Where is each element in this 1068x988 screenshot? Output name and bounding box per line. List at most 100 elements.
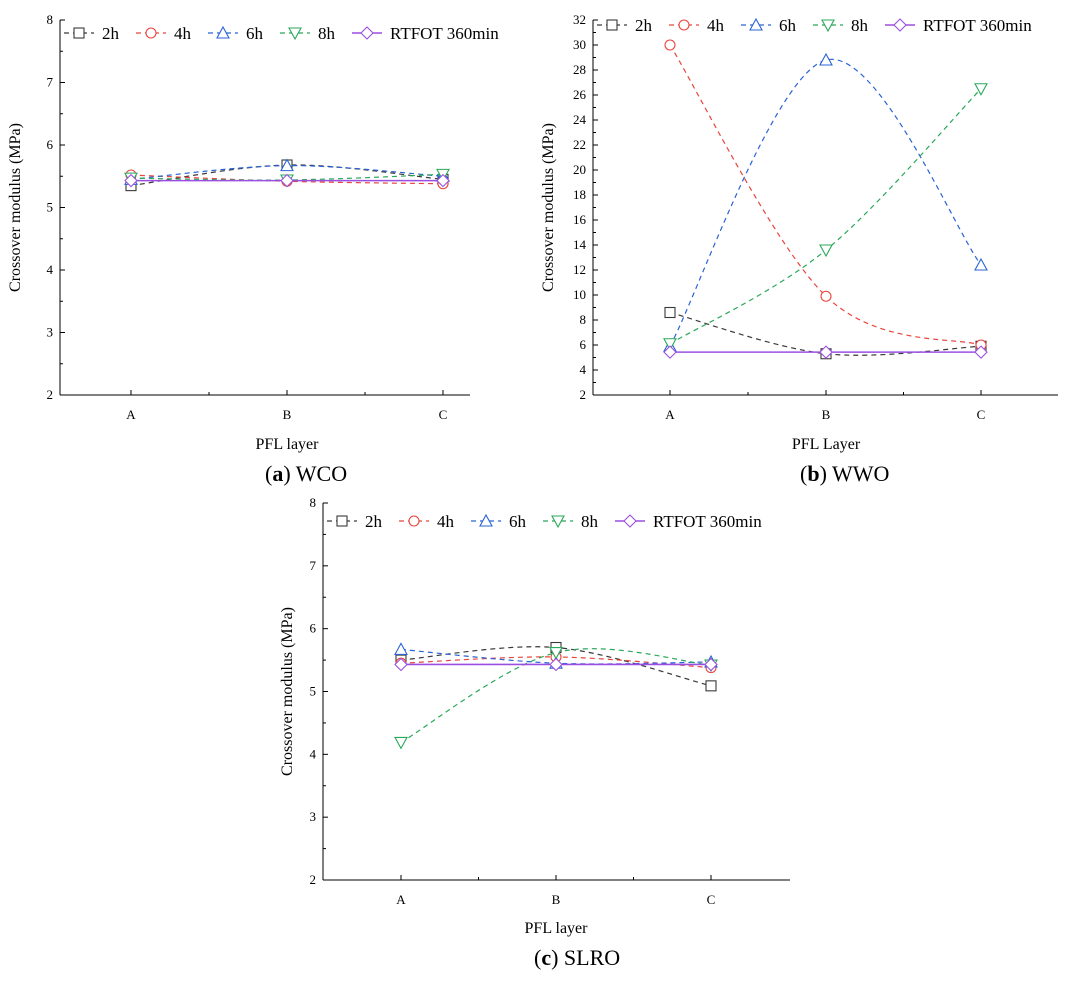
y-tick-label: 10 bbox=[573, 287, 586, 302]
chart-panel-c: 2 3 4 5 6 7 8 A B C Crossover modulus (MPa) PFL lay… bbox=[279, 495, 790, 970]
caption-title: WWO bbox=[832, 461, 889, 486]
x-tick-label: B bbox=[283, 407, 292, 422]
legend-label: 8h bbox=[318, 24, 336, 43]
legend-label: 2h bbox=[102, 24, 120, 43]
series-line-4h bbox=[669, 44, 982, 346]
legend-marker bbox=[479, 513, 493, 527]
legend-item-8h: 8h bbox=[813, 16, 869, 35]
legend-marker bbox=[821, 19, 835, 33]
y-tick-label: 5 bbox=[310, 684, 317, 699]
legend-item-4h: 4h bbox=[136, 24, 192, 43]
data-point-8h bbox=[974, 83, 988, 96]
legend-item-rtfot-360min: RTFOT 360min bbox=[885, 16, 1032, 35]
data-point-2h bbox=[705, 680, 717, 692]
legend-marker bbox=[551, 515, 565, 529]
x-tick-label: C bbox=[439, 407, 448, 422]
legend-label: RTFOT 360min bbox=[390, 24, 499, 43]
data-point-rtfot-360min bbox=[394, 657, 408, 672]
data-point-rtfot-360min bbox=[819, 345, 833, 359]
y-tick-label: 30 bbox=[573, 37, 586, 52]
y-tick-label: 24 bbox=[573, 112, 587, 127]
y-tick-label: 28 bbox=[573, 62, 586, 77]
legend-label: 2h bbox=[635, 16, 653, 35]
y-tick-label: 2 bbox=[310, 872, 317, 887]
y-tick-label: 7 bbox=[310, 558, 317, 573]
legend-marker bbox=[678, 19, 690, 31]
legend-label: 4h bbox=[437, 512, 455, 531]
legend-label: 6h bbox=[509, 512, 527, 531]
y-tick-label: 20 bbox=[573, 162, 586, 177]
x-tick-label: A bbox=[396, 892, 406, 907]
x-axis-title: PFL layer bbox=[256, 436, 320, 453]
panel-caption: (b) WWO bbox=[800, 461, 889, 486]
data-point-rtfot-360min bbox=[280, 173, 294, 188]
y-tick-label: 4 bbox=[310, 746, 317, 761]
data-point-6h bbox=[394, 642, 408, 655]
legend-item-4h: 4h bbox=[669, 16, 725, 35]
y-tick-label: 26 bbox=[573, 87, 587, 102]
y-tick-label: 8 bbox=[580, 312, 587, 327]
data-point-rtfot-360min bbox=[436, 173, 450, 188]
legend-item-rtfot-360min: RTFOT 360min bbox=[352, 24, 499, 43]
legend-item-2h: 2h bbox=[597, 16, 653, 35]
y-tick-label: 4 bbox=[47, 262, 54, 277]
data-point-rtfot-360min bbox=[974, 345, 988, 359]
x-tick-label: A bbox=[126, 407, 136, 422]
x-tick-label: C bbox=[977, 407, 986, 422]
legend-marker bbox=[73, 27, 85, 39]
y-tick-label: 12 bbox=[573, 262, 586, 277]
legend-marker bbox=[145, 27, 157, 39]
legend-label: 2h bbox=[365, 512, 383, 531]
y-tick-label: 2 bbox=[580, 387, 587, 402]
legend-label: 4h bbox=[174, 24, 192, 43]
data-point-rtfot-360min bbox=[663, 345, 677, 359]
legend-item-8h: 8h bbox=[543, 512, 599, 531]
y-axis-title: Crossover modulus (MPa) bbox=[279, 607, 296, 776]
data-point-8h bbox=[394, 736, 408, 750]
legend-label: 6h bbox=[779, 16, 797, 35]
panel-caption: (c) SLRO bbox=[534, 945, 620, 970]
data-point-8h bbox=[663, 338, 677, 351]
data-point-8h bbox=[549, 646, 563, 660]
panel-caption: (a) WCO bbox=[265, 461, 347, 486]
legend-label: 8h bbox=[851, 16, 869, 35]
legend-label: 4h bbox=[707, 16, 725, 35]
legend-item-6h: 6h bbox=[208, 24, 264, 43]
legend-item-rtfot-360min: RTFOT 360min bbox=[615, 512, 762, 531]
y-tick-label: 5 bbox=[47, 200, 54, 215]
legend-item-6h: 6h bbox=[471, 512, 527, 531]
caption-letter: b bbox=[807, 461, 819, 486]
series-line-2h bbox=[669, 311, 982, 356]
x-axis-title: PFL layer bbox=[525, 920, 589, 937]
chart-panel-a: 2 3 4 5 6 7 8 A B C Crossover modulus (MPa) PFL lay… bbox=[7, 12, 499, 486]
caption-title: SLRO bbox=[564, 945, 620, 970]
legend-marker bbox=[623, 514, 637, 528]
legend-item-2h: 2h bbox=[64, 24, 120, 43]
y-tick-label: 8 bbox=[47, 12, 54, 27]
legend-marker bbox=[749, 17, 763, 31]
series-line-8h bbox=[669, 88, 982, 345]
y-axis-title: Crossover modulus (MPa) bbox=[7, 123, 24, 292]
y-tick-label: 14 bbox=[573, 237, 587, 252]
x-tick-label: C bbox=[707, 892, 716, 907]
y-tick-label: 22 bbox=[573, 137, 586, 152]
data-point-rtfot-360min bbox=[124, 173, 138, 188]
data-point-4h bbox=[820, 290, 832, 302]
legend-label: 8h bbox=[581, 512, 599, 531]
y-axis-title: Crossover modulus (MPa) bbox=[540, 123, 557, 292]
legend-label: RTFOT 360min bbox=[653, 512, 762, 531]
legend-marker bbox=[288, 27, 302, 41]
y-tick-label: 3 bbox=[310, 809, 317, 824]
series-line-8h bbox=[400, 648, 712, 743]
y-tick-label: 32 bbox=[573, 12, 586, 27]
legend-item-4h: 4h bbox=[399, 512, 455, 531]
legend-marker bbox=[360, 26, 374, 40]
caption-letter: a bbox=[272, 461, 283, 486]
data-point-rtfot-360min bbox=[704, 657, 718, 672]
legend-label: 6h bbox=[246, 24, 264, 43]
y-tick-label: 16 bbox=[573, 212, 587, 227]
data-point-8h bbox=[819, 244, 833, 258]
y-tick-label: 4 bbox=[580, 362, 587, 377]
legend-label: RTFOT 360min bbox=[923, 16, 1032, 35]
